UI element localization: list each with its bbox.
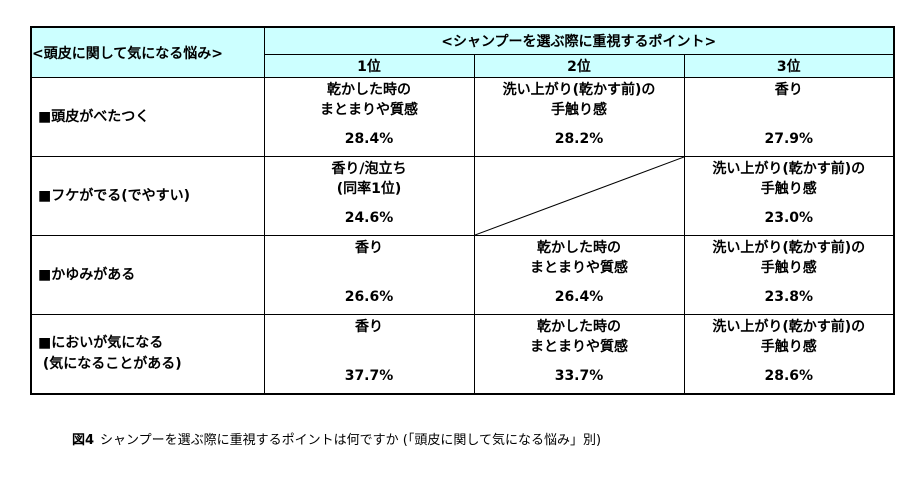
point-label: 乾かした時の まとまりや質感	[530, 319, 628, 355]
percentage-value: 27.9%	[764, 131, 814, 147]
shampoo-points-table: <頭皮に関して気になる悩み> <シャンプーを選ぶ際に重視するポイント> 1位 2…	[30, 26, 896, 395]
table-row: ■かゆみがある 香り 26.6% 乾かした時の まとまりや質感 26.4% 洗い上がり(乾…	[30, 235, 895, 315]
point-label: 洗い上がり(乾かす前)の 手触り感	[712, 319, 866, 355]
percentage-value: 33.7%	[554, 368, 604, 384]
percentage-value: 28.4%	[344, 131, 394, 147]
ranking-cell: 乾かした時の まとまりや質感 28.4%	[263, 77, 475, 157]
point-label: 洗い上がり(乾かす前)の 手触り感	[712, 240, 866, 276]
percentage-value: 28.2%	[554, 131, 604, 147]
percentage-value: 23.0%	[764, 210, 814, 226]
empty-cell	[473, 156, 685, 236]
point-label: 乾かした時の まとまりや質感	[530, 240, 628, 276]
rank-2-header: 2位	[473, 54, 685, 78]
point-label: 洗い上がり(乾かす前)の 手触り感	[502, 82, 656, 118]
percentage-value: 24.6%	[344, 210, 394, 226]
point-label: 洗い上がり(乾かす前)の 手触り感	[712, 161, 866, 197]
point-label: 乾かした時の まとまりや質感	[320, 82, 418, 118]
row-concern-label: ■頭皮がべたつく	[30, 77, 265, 157]
ranking-cell: 香り 26.6%	[263, 235, 475, 315]
table-row: ■頭皮がべたつく 乾かした時の まとまりや質感 28.4% 洗い上がり(乾かす前)の …	[30, 77, 895, 157]
percentage-value: 26.6%	[344, 289, 394, 305]
point-label: 香り	[774, 82, 803, 98]
empty-cell-slash	[475, 157, 684, 235]
percentage-value: 37.7%	[344, 368, 394, 384]
rank-1-header: 1位	[263, 54, 475, 78]
percentage-value: 23.8%	[764, 289, 814, 305]
percentage-value: 28.6%	[764, 368, 814, 384]
ranking-cell: 乾かした時の まとまりや質感 33.7%	[473, 314, 685, 395]
figure-number: 図4	[72, 433, 95, 448]
ranking-cell: 洗い上がり(乾かす前)の 手触り感 23.8%	[683, 235, 895, 315]
row-concern-label: ■かゆみがある	[30, 235, 265, 315]
figure-caption-text: シャンプーを選ぶ際に重視するポイントは何ですか (「頭皮に関して気になる悩み」別…	[100, 433, 602, 448]
table-row: ■においが気になる (気になることがある) 香り 37.7% 乾かした時の まとまりや…	[30, 314, 895, 395]
point-label: 香り	[355, 319, 383, 335]
point-label: 香り/泡立ち (同率1位)	[331, 161, 407, 197]
rank-3-header: 3位	[683, 54, 895, 78]
ranking-cell: 香り 37.7%	[263, 314, 475, 395]
concern-column-header: <頭皮に関して気になる悩み>	[30, 26, 265, 78]
ranking-cell: 洗い上がり(乾かす前)の 手触り感 28.6%	[683, 314, 895, 395]
ranking-cell: 洗い上がり(乾かす前)の 手触り感 28.2%	[473, 77, 685, 157]
point-label: 香り	[355, 240, 383, 256]
ranking-cell: 香り 27.9%	[683, 77, 895, 157]
table-row: ■フケがでる(でやすい) 香り/泡立ち (同率1位) 24.6% 洗い上がり(乾かす前…	[30, 156, 895, 236]
ranking-group-header: <シャンプーを選ぶ際に重視するポイント>	[263, 26, 895, 55]
percentage-value: 26.4%	[554, 289, 604, 305]
row-concern-label: ■フケがでる(でやすい)	[30, 156, 265, 236]
figure-caption: 図4 シャンプーを選ぶ際に重視するポイントは何ですか (「頭皮に関して気になる悩み…	[72, 429, 601, 448]
ranking-cell: 乾かした時の まとまりや質感 26.4%	[473, 235, 685, 315]
ranking-cell: 洗い上がり(乾かす前)の 手触り感 23.0%	[683, 156, 895, 236]
row-concern-label: ■においが気になる (気になることがある)	[30, 314, 265, 395]
ranking-cell: 香り/泡立ち (同率1位) 24.6%	[263, 156, 475, 236]
